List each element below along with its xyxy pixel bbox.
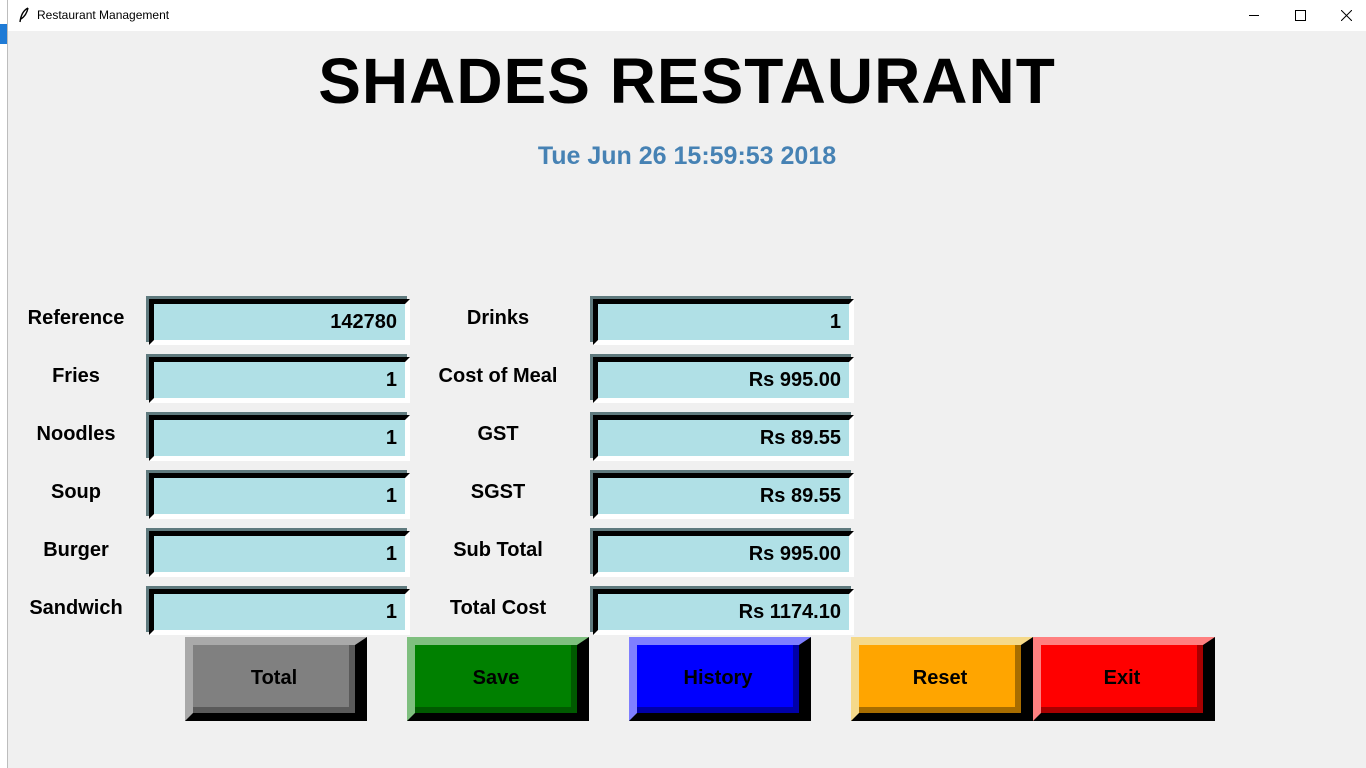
feather-icon bbox=[19, 7, 29, 23]
save-button-bevel bbox=[415, 645, 577, 713]
burger-field[interactable] bbox=[149, 531, 410, 577]
cost-of-meal-label: Cost of Meal bbox=[438, 365, 558, 387]
gst-label: GST bbox=[477, 423, 519, 445]
datetime-label: Tue Jun 26 15:59:53 2018 bbox=[537, 142, 837, 170]
exit-button[interactable]: Exit bbox=[1033, 637, 1215, 721]
sgst-label: SGST bbox=[470, 481, 526, 503]
history-button[interactable]: History bbox=[629, 637, 811, 721]
reset-button-bevel bbox=[859, 645, 1021, 713]
gst-input[interactable] bbox=[598, 420, 849, 456]
exit-button-label: Exit bbox=[1103, 667, 1141, 689]
maximize-button[interactable] bbox=[1278, 0, 1324, 31]
desktop-edge-accent bbox=[0, 24, 8, 44]
soup-label: Soup bbox=[51, 481, 101, 503]
maximize-icon bbox=[1295, 10, 1306, 21]
sgst-field[interactable] bbox=[593, 473, 854, 519]
minimize-icon bbox=[1249, 15, 1259, 16]
desktop-edge bbox=[0, 0, 8, 768]
total-cost-field[interactable] bbox=[593, 589, 854, 635]
drinks-label: Drinks bbox=[466, 307, 530, 329]
noodles-label: Noodles bbox=[36, 423, 116, 445]
restaurant-title: SHADES RESTAURANT bbox=[318, 45, 1056, 117]
reference-field[interactable] bbox=[149, 299, 410, 345]
gst-field[interactable] bbox=[593, 415, 854, 461]
burger-label: Burger bbox=[43, 539, 109, 561]
exit-button-bevel bbox=[1041, 645, 1203, 713]
drinks-input[interactable] bbox=[598, 304, 849, 340]
window-border bbox=[7, 0, 8, 768]
sub-total-label: Sub Total bbox=[453, 539, 543, 561]
history-button-label: History bbox=[683, 667, 753, 689]
noodles-input[interactable] bbox=[154, 420, 405, 456]
total-button-label: Total bbox=[250, 667, 298, 689]
total-button[interactable]: Total bbox=[185, 637, 367, 721]
sub-total-field[interactable] bbox=[593, 531, 854, 577]
history-button-bevel bbox=[637, 645, 799, 713]
total-button-bevel bbox=[193, 645, 355, 713]
burger-input[interactable] bbox=[154, 536, 405, 572]
reference-label: Reference bbox=[27, 307, 125, 329]
close-icon bbox=[1341, 10, 1352, 21]
fries-input[interactable] bbox=[154, 362, 405, 398]
total-cost-input[interactable] bbox=[598, 594, 849, 630]
save-button[interactable]: Save bbox=[407, 637, 589, 721]
sgst-input[interactable] bbox=[598, 478, 849, 514]
close-button[interactable] bbox=[1324, 0, 1366, 31]
sandwich-input[interactable] bbox=[154, 594, 405, 630]
reset-button[interactable]: Reset bbox=[851, 637, 1033, 721]
sandwich-label: Sandwich bbox=[29, 597, 123, 619]
reset-button-label: Reset bbox=[912, 667, 968, 689]
soup-input[interactable] bbox=[154, 478, 405, 514]
cost-of-meal-input[interactable] bbox=[598, 362, 849, 398]
sandwich-field[interactable] bbox=[149, 589, 410, 635]
noodles-field[interactable] bbox=[149, 415, 410, 461]
fries-field[interactable] bbox=[149, 357, 410, 403]
minimize-button[interactable] bbox=[1232, 0, 1278, 31]
total-cost-label: Total Cost bbox=[449, 597, 547, 619]
soup-field[interactable] bbox=[149, 473, 410, 519]
fries-label: Fries bbox=[52, 365, 100, 387]
title-bar[interactable]: Restaurant Management bbox=[8, 0, 1366, 31]
drinks-field[interactable] bbox=[593, 299, 854, 345]
sub-total-input[interactable] bbox=[598, 536, 849, 572]
save-button-label: Save bbox=[472, 667, 520, 689]
cost-of-meal-field[interactable] bbox=[593, 357, 854, 403]
reference-input[interactable] bbox=[154, 304, 405, 340]
window-title: Restaurant Management bbox=[37, 8, 170, 22]
